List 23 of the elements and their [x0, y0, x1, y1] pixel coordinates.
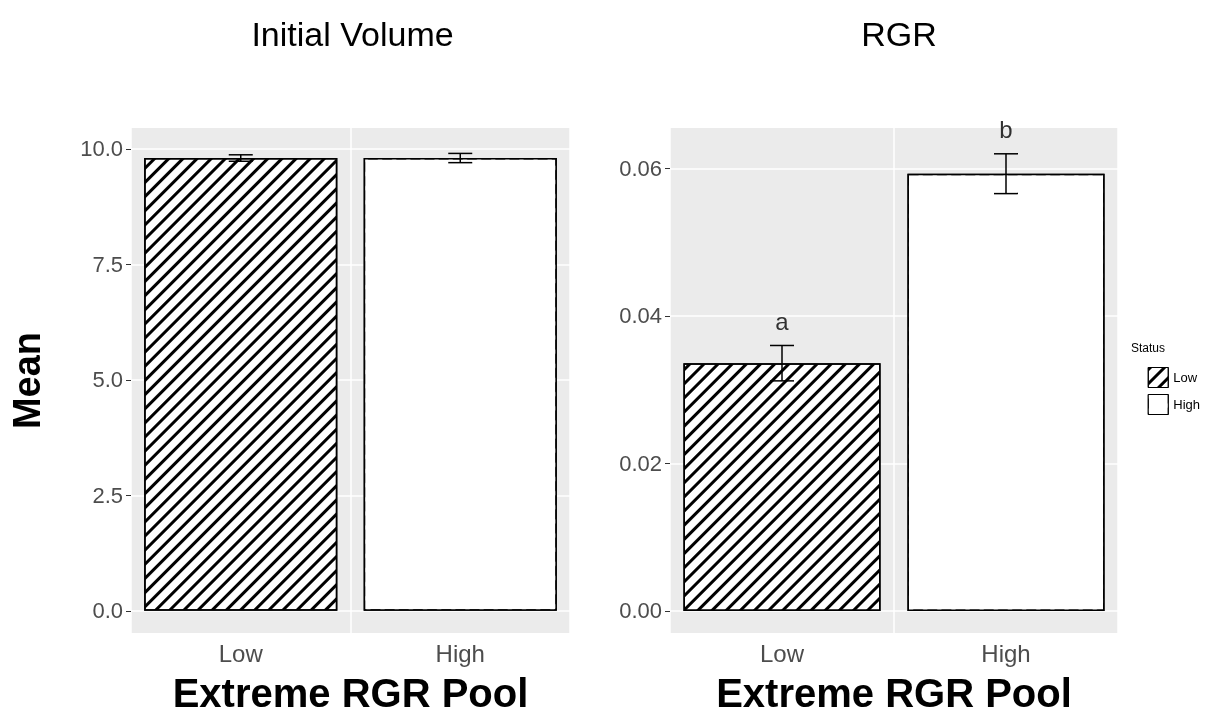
- y-tick-label: 10.0: [80, 136, 123, 162]
- x-tick-label: Low: [218, 639, 264, 667]
- y-tick-label: 0.02: [619, 450, 662, 476]
- x-axis-title: Extreme RGR Pool: [716, 671, 1072, 715]
- legend-label: Low: [1173, 370, 1198, 385]
- y-tick-label: 5.0: [92, 367, 123, 393]
- annotation: b: [999, 116, 1013, 144]
- chart-title: Initial Volume: [251, 15, 454, 53]
- y-tick-label: 0.06: [619, 156, 662, 182]
- x-tick-label: High: [981, 639, 1031, 667]
- x-tick-label: High: [435, 639, 485, 667]
- y-tick-label: 7.5: [92, 251, 123, 277]
- y-tick-label: 0.0: [92, 598, 123, 624]
- x-axis-title: Extreme RGR Pool: [172, 671, 529, 715]
- y-axis-title: Mean: [6, 331, 48, 430]
- legend-title: Status: [1130, 341, 1166, 355]
- y-tick-label: 0.00: [619, 598, 662, 624]
- x-tick-label: Low: [759, 639, 805, 667]
- y-tick-label: 0.04: [619, 303, 662, 329]
- legend-label: High: [1173, 397, 1201, 412]
- annotation: a: [775, 307, 790, 335]
- chart-title: RGR: [861, 15, 937, 53]
- y-tick-label: 2.5: [92, 482, 123, 508]
